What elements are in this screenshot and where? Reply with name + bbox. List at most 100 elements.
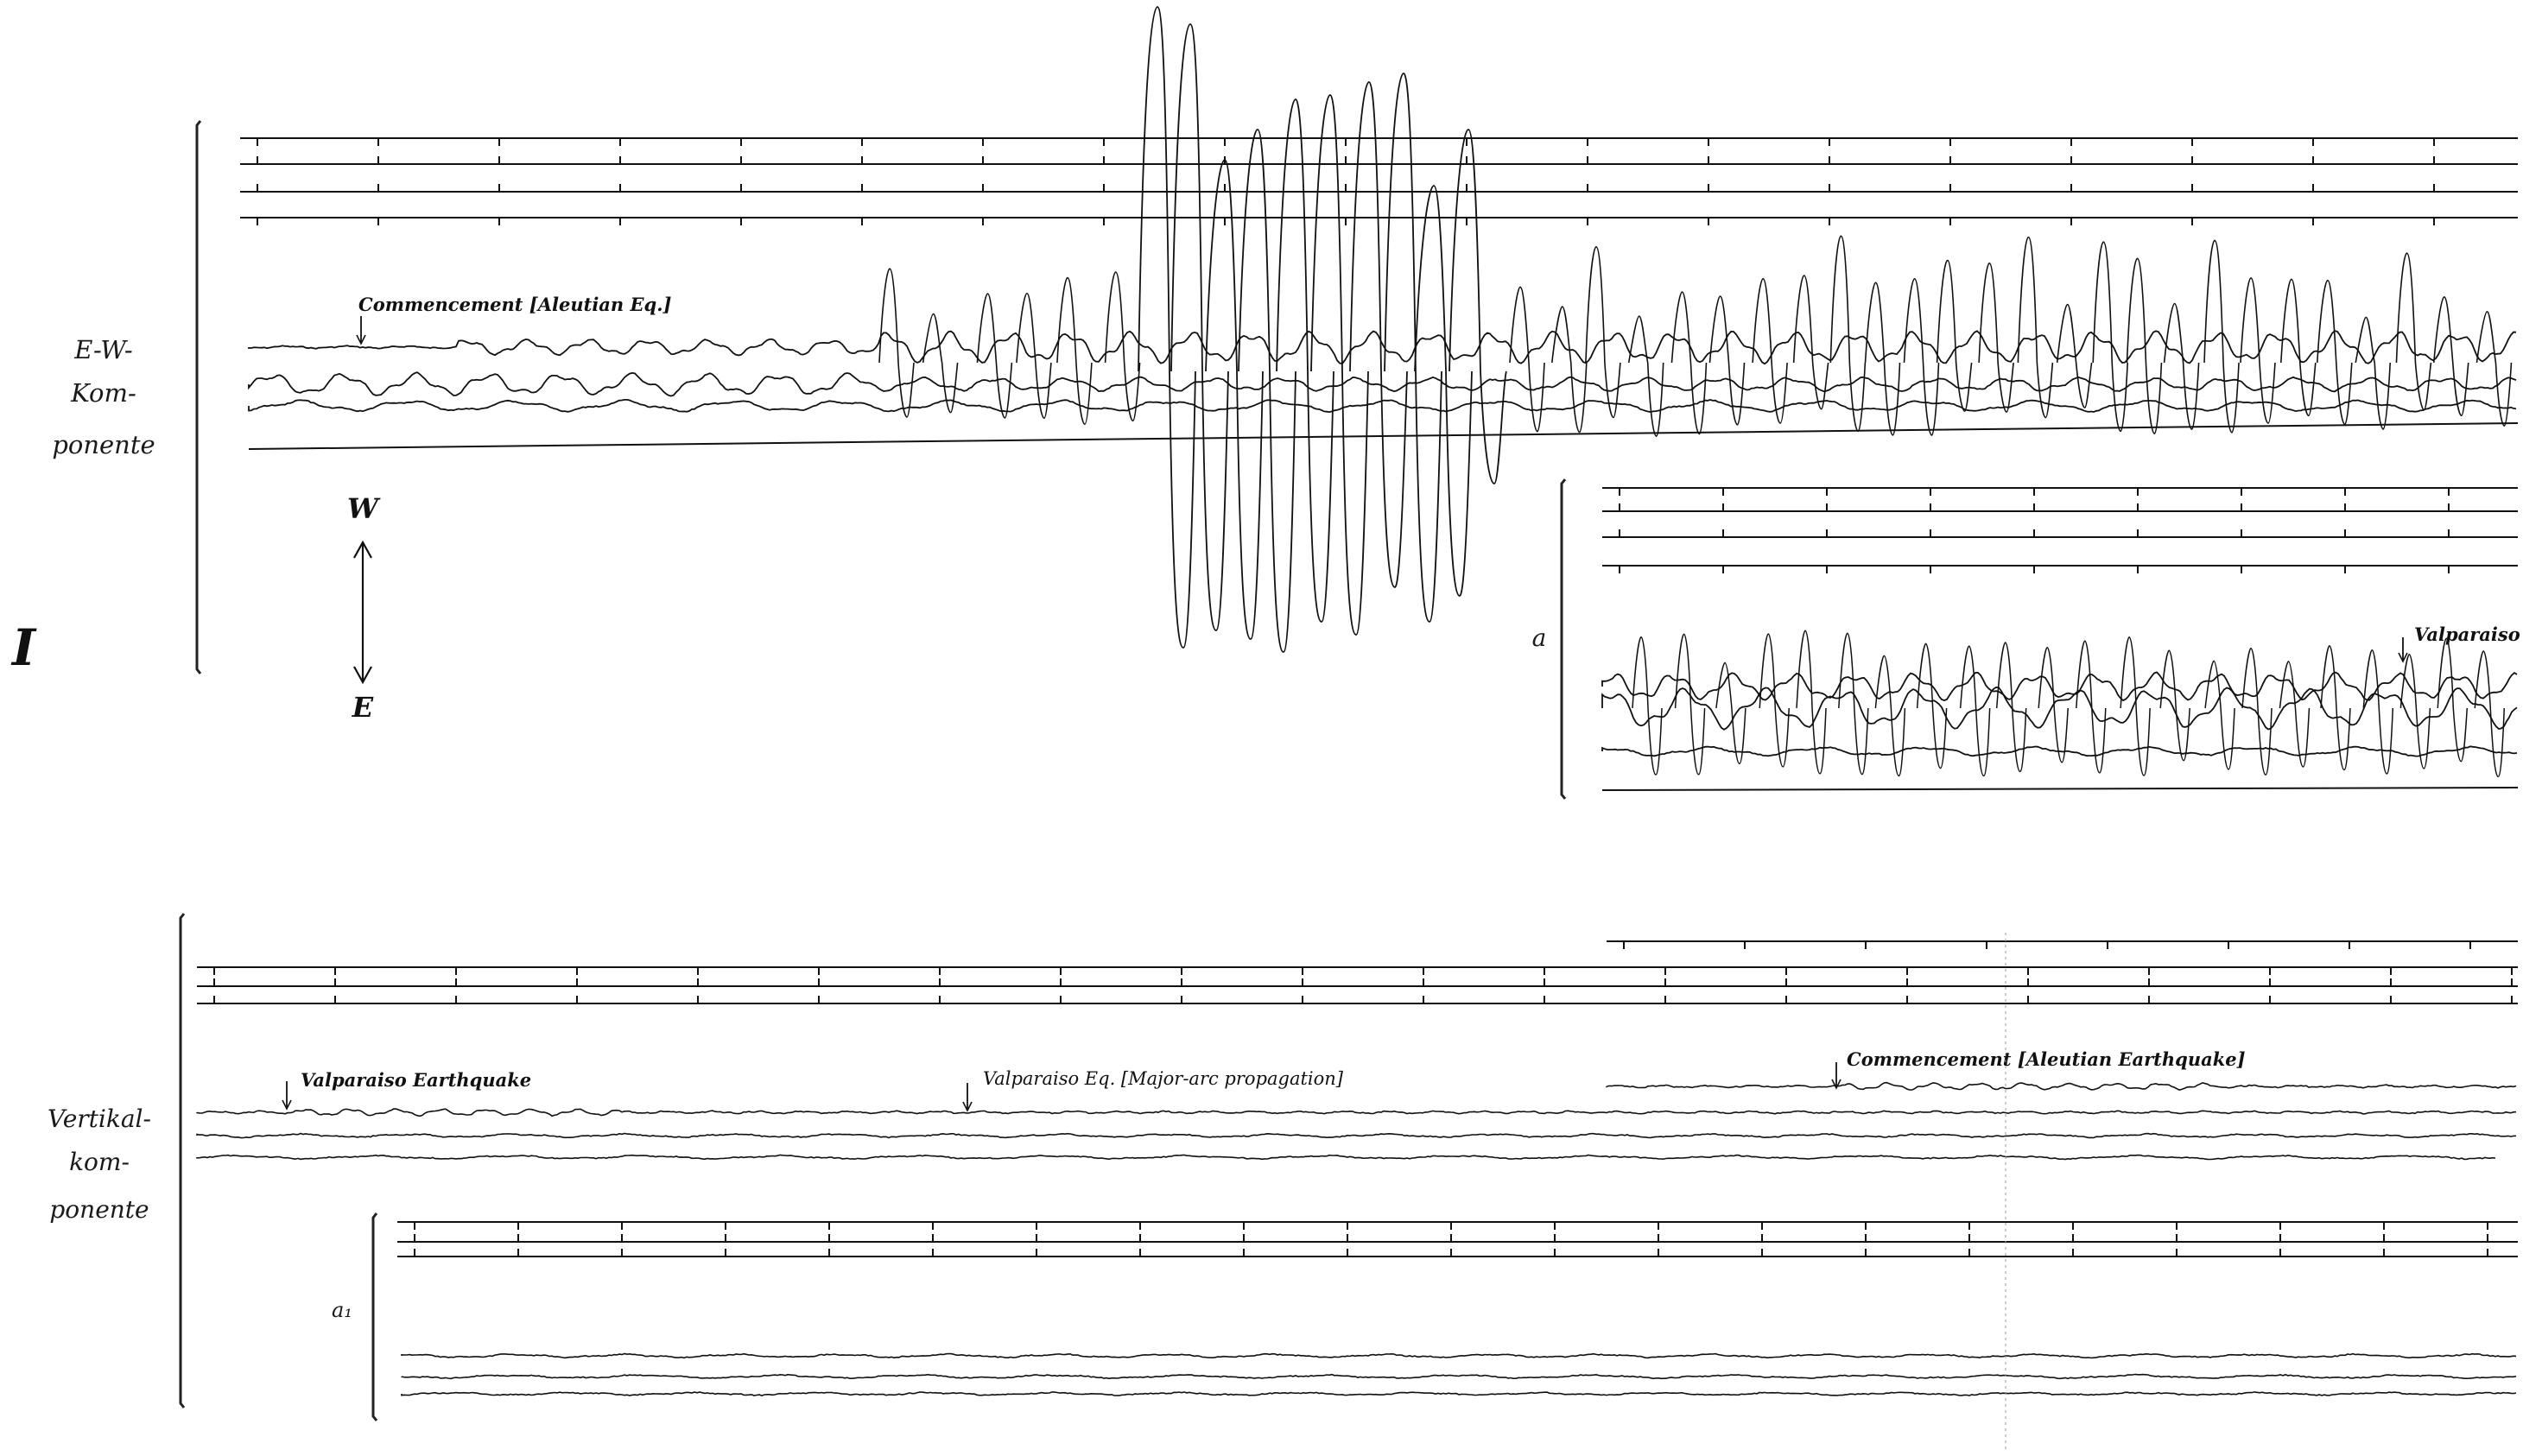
ew-early-wave xyxy=(1104,271,1141,422)
inset-a-surface-wave xyxy=(1959,645,1991,777)
inset-a-valparaiso-label: Valparaiso xyxy=(2414,624,2520,645)
inset-a-surface-wave xyxy=(2241,647,2273,775)
inset-a-seismic-traces xyxy=(1601,630,2519,791)
inset-a-time-mark-traces xyxy=(1602,487,2518,573)
inset-a-surface-wave xyxy=(1916,643,1948,769)
arrow-down-icon xyxy=(356,334,366,345)
ew-early-wave xyxy=(878,268,915,418)
ew-time-mark-line xyxy=(240,156,2518,165)
ew-surface-wave xyxy=(2280,278,2317,417)
vertical-time-mark-line xyxy=(1607,940,2518,949)
ew-surface-wave xyxy=(2163,302,2200,430)
ew-early-wave xyxy=(976,293,1013,419)
ew-seismic-trace xyxy=(248,371,2517,397)
arrow-down-icon xyxy=(353,666,372,685)
ew-main-shock-swing xyxy=(1448,129,1507,484)
ew-surface-wave xyxy=(1627,315,1664,438)
ew-surface-wave xyxy=(2203,239,2240,434)
vertical-label-line-2: kom- xyxy=(69,1148,130,1176)
ew-surface-wave xyxy=(2475,311,2513,427)
ew-time-mark-line xyxy=(240,217,2518,225)
ew-main-shock-swing xyxy=(1349,81,1408,588)
inset-a-label: a xyxy=(1532,624,1547,652)
inset-a1-label: a₁ xyxy=(332,1298,352,1322)
major-arc-label: Valparaiso Eq. [Major-arc propagation] xyxy=(983,1068,1344,1089)
ew-main-shock-swing xyxy=(1384,73,1442,623)
ew-main-shock-swing xyxy=(1238,129,1296,653)
ew-surface-wave xyxy=(1585,245,1621,419)
ew-surface-wave xyxy=(1864,282,1901,436)
inset-a-surface-wave xyxy=(2076,640,2107,774)
inset-a1-seismic-traces xyxy=(401,1352,2517,1396)
ew-surface-wave xyxy=(1509,286,1545,433)
inset-a1-time-mark-line xyxy=(397,1249,2518,1257)
vertical-label-line-1: Vertikal- xyxy=(48,1105,151,1133)
ew-surface-wave xyxy=(2316,279,2353,426)
vertical-time-mark-traces xyxy=(197,940,2518,1004)
vertical-time-mark-line xyxy=(197,966,2518,975)
ew-surface-wave xyxy=(2126,257,2163,434)
valparaiso-marker: Valparaiso xyxy=(2398,624,2520,663)
aleutian-commencement-marker: Commencement [Aleutian Earthquake] xyxy=(1831,1048,2246,1090)
ew-time-mark-line xyxy=(240,184,2518,193)
inset-a-surface-wave xyxy=(2362,649,2394,775)
ew-surface-wave xyxy=(2017,236,2054,419)
inset-a-surface-wave xyxy=(2120,636,2151,776)
inset-a-surface-wave xyxy=(1874,655,1906,777)
ew-commencement-marker: Commencement [Aleutian Eq.] xyxy=(356,294,671,345)
ew-surface-wave xyxy=(2355,316,2392,430)
valparaiso-earthquake-marker: Valparaiso Earthquake xyxy=(282,1069,531,1111)
inset-a-time-mark-line xyxy=(1602,529,2518,538)
inset-a-seismic-trace xyxy=(1601,745,2518,757)
inset-a-surface-wave xyxy=(1838,632,1869,775)
vertical-seismic-trace xyxy=(1606,1081,2517,1091)
ew-surface-wave xyxy=(1708,295,1746,426)
inset-a1-time-mark-line xyxy=(397,1221,2518,1230)
vertical-seismic-trace xyxy=(196,1154,2496,1161)
inset-a-surface-wave xyxy=(1796,630,1827,775)
inset-a1-time-mark-line xyxy=(397,1234,2518,1243)
vertical-label-line-3: ponente xyxy=(49,1195,149,1224)
direction-west: W xyxy=(347,492,381,525)
ew-commencement-label: Commencement [Aleutian Eq.] xyxy=(358,294,671,315)
inset-a1: a₁ xyxy=(332,1212,2518,1421)
ew-surface-wave xyxy=(2432,296,2469,417)
inset-a1-seismic-trace xyxy=(401,1352,2517,1359)
inset-a-surface-wave xyxy=(2399,653,2431,769)
valparaiso-earthquake-label: Valparaiso Earthquake xyxy=(301,1069,531,1091)
arrow-up-icon xyxy=(353,540,372,559)
inset-a-surface-wave xyxy=(1674,633,1706,775)
ew-time-mark-traces xyxy=(240,137,2518,225)
vertical-seismic-traces xyxy=(196,1081,2517,1161)
ew-label-line-1: E-W- xyxy=(73,335,132,364)
inset-a-surface-wave xyxy=(1759,633,1791,768)
ew-panel-bracket xyxy=(195,120,202,674)
ew-surface-wave xyxy=(1829,235,1867,433)
ew-surface-wave xyxy=(1550,306,1588,434)
inset-a-surface-wave xyxy=(2474,650,2506,778)
inset-a-time-mark-line xyxy=(1602,487,2518,496)
ew-surface-wave xyxy=(1670,291,1708,435)
aleutian-commencement-label: Commencement [Aleutian Earthquake] xyxy=(1847,1048,2246,1070)
inset-a-baseline-trace xyxy=(1601,787,2519,791)
ew-main-shock-swing xyxy=(1310,94,1369,636)
ew-early-wave xyxy=(922,313,959,414)
inset-a-time-mark-line xyxy=(1602,503,2518,512)
vertical-panel: Vertikal- kom- ponente Valparaiso Earthq… xyxy=(48,913,2518,1409)
ew-label-line-3: ponente xyxy=(52,430,155,459)
major-arc-marker: Valparaiso Eq. [Major-arc propagation] xyxy=(962,1068,1344,1112)
ew-surface-wave xyxy=(2240,277,2276,424)
inset-a-surface-wave xyxy=(2159,649,2190,762)
ew-surface-wave xyxy=(1752,278,1788,424)
inset-a-surface-wave xyxy=(1632,636,1663,775)
ew-main-shock-swing xyxy=(1205,159,1264,640)
ew-main-shock-swing xyxy=(1276,98,1334,623)
ew-panel: E-W- Kom- ponente W E Commencement [Aleu… xyxy=(52,6,2519,724)
ew-surface-wave xyxy=(1792,275,1829,410)
inset-a-surface-wave xyxy=(2038,647,2069,763)
vertical-time-mark-line xyxy=(197,978,2518,987)
vertical-panel-bracket xyxy=(179,913,186,1409)
direction-arrow: W E xyxy=(347,492,381,724)
inset-a: a Valparaiso xyxy=(1532,478,2520,800)
